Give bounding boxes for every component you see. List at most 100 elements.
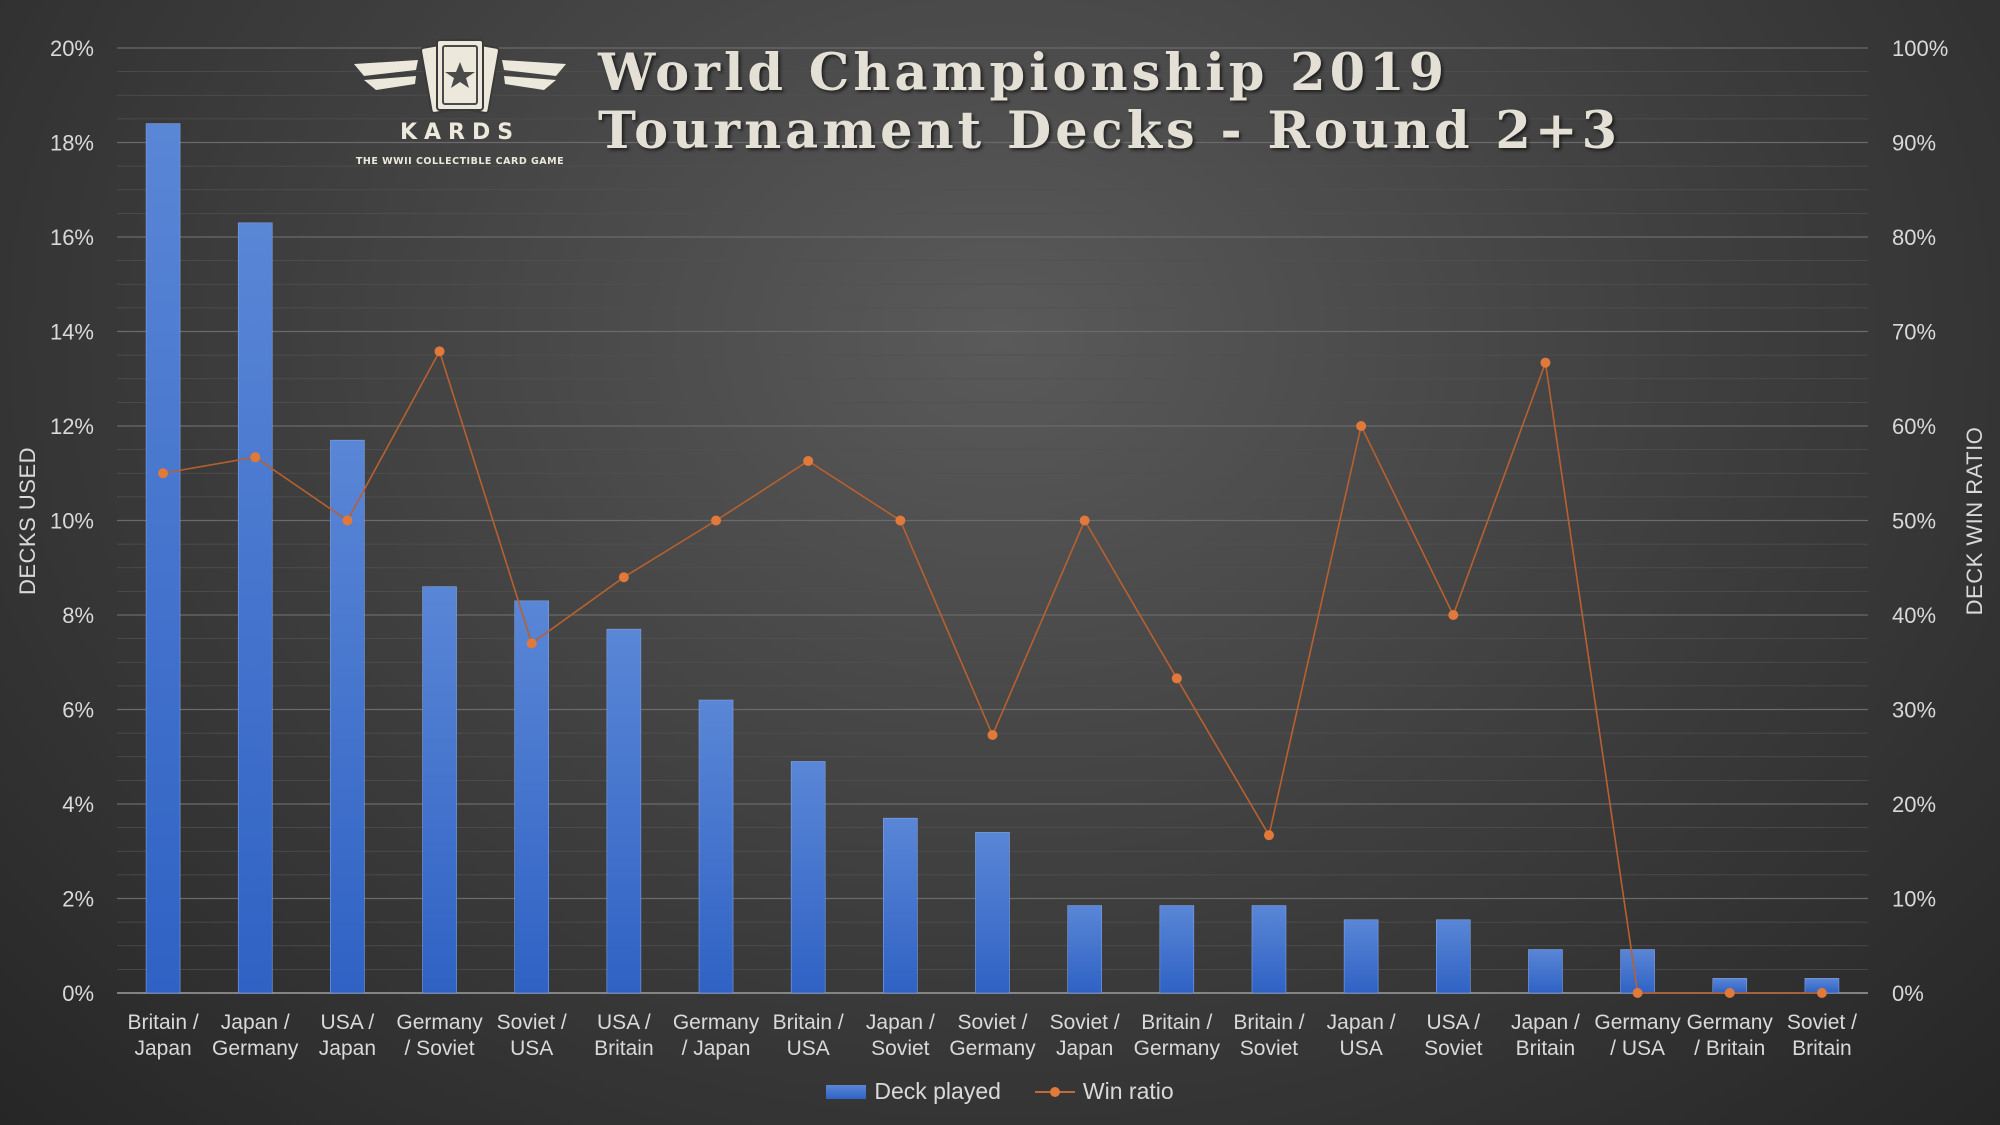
bar-deck-played xyxy=(698,699,734,994)
win-ratio-point xyxy=(987,730,998,741)
bar-deck-played xyxy=(514,600,550,994)
category-label: Soviet / xyxy=(957,1011,1027,1034)
logo-tagline: THE WWII COLLECTIBLE CARD GAME xyxy=(355,156,565,167)
category-label: Soviet / xyxy=(1787,1011,1857,1034)
right-axis-ticks: 0% 10% 20% 30% 40% 50% 60% 70% 80% 90% 100% xyxy=(1892,36,1948,1006)
category-label: Germany xyxy=(673,1011,760,1034)
category-label: USA / xyxy=(321,1011,375,1034)
win-ratio-point xyxy=(1540,357,1551,368)
category-label: Britain / xyxy=(127,1011,198,1034)
category-label: Japan xyxy=(1056,1037,1113,1060)
category-label: Japan / xyxy=(866,1011,935,1034)
category-label: Germany xyxy=(212,1037,299,1060)
category-label: Britain / xyxy=(1141,1011,1212,1034)
left-tick-label: 6% xyxy=(62,698,94,723)
category-label: Soviet / xyxy=(1050,1011,1120,1034)
bar-deck-played xyxy=(883,817,918,994)
category-label: / Britain xyxy=(1694,1037,1765,1060)
legend-item-deck-played: Deck played xyxy=(826,1078,1001,1105)
bar-deck-played xyxy=(1159,905,1195,994)
win-ratio-point xyxy=(895,515,906,526)
win-ratio-point xyxy=(618,572,629,583)
right-tick-label: 70% xyxy=(1892,320,1936,345)
line-series-win-ratio xyxy=(158,346,1827,998)
category-label: Japan / xyxy=(1511,1011,1580,1034)
legend-item-win-ratio: Win ratio xyxy=(1034,1078,1174,1105)
category-label: USA xyxy=(787,1037,830,1060)
category-label: Japan / xyxy=(221,1011,290,1034)
chart-title: World Championship 2019 Tournament Decks… xyxy=(598,44,1621,160)
category-label: Soviet xyxy=(871,1037,930,1060)
category-label: Britain / xyxy=(1233,1011,1304,1034)
right-tick-label: 0% xyxy=(1892,981,1924,1006)
chart-title-line1: World Championship 2019 xyxy=(598,43,1449,103)
bar-deck-played xyxy=(1067,905,1102,994)
left-tick-label: 2% xyxy=(62,887,94,912)
bar-deck-played xyxy=(606,628,642,994)
right-tick-label: 20% xyxy=(1892,792,1936,817)
category-label: Japan xyxy=(319,1037,376,1060)
win-ratio-point xyxy=(1632,988,1643,998)
bar-deck-played xyxy=(237,222,273,994)
win-ratio-point xyxy=(434,346,445,357)
category-label: / USA xyxy=(1610,1037,1665,1060)
category-label: USA xyxy=(1340,1037,1383,1060)
bar-deck-played xyxy=(975,832,1010,994)
left-tick-label: 20% xyxy=(50,36,94,61)
bar-deck-played xyxy=(790,761,826,994)
right-tick-label: 50% xyxy=(1892,509,1936,534)
legend-line-swatch xyxy=(1034,1085,1075,1099)
win-ratio-point xyxy=(250,452,261,463)
legend-bar-swatch xyxy=(826,1084,867,1099)
left-tick-label: 0% xyxy=(62,981,94,1006)
right-tick-label: 10% xyxy=(1892,887,1936,912)
win-ratio-point xyxy=(803,455,814,466)
right-tick-label: 100% xyxy=(1892,36,1948,61)
bar-deck-played xyxy=(330,439,365,994)
logo-wordmark: KARDS xyxy=(399,120,521,145)
kards-logo: KARDS THE WWII COLLECTIBLE CARD GAME xyxy=(350,36,570,172)
win-ratio-point xyxy=(1816,988,1827,998)
win-ratio-point xyxy=(1171,673,1182,684)
legend: Deck played Win ratio xyxy=(0,1078,2000,1105)
left-tick-label: 8% xyxy=(62,603,94,628)
category-label: USA xyxy=(510,1037,553,1060)
win-ratio-point xyxy=(1263,830,1274,841)
left-tick-label: 16% xyxy=(50,225,94,250)
left-tick-label: 10% xyxy=(50,509,94,534)
win-ratio-point xyxy=(1448,610,1459,620)
category-label: Britain xyxy=(1792,1037,1852,1060)
bar-deck-played xyxy=(1435,919,1471,994)
right-tick-label: 60% xyxy=(1892,414,1936,439)
bar-series-deck-played xyxy=(145,123,1840,994)
left-tick-label: 4% xyxy=(62,792,94,817)
left-axis-title: DECKS USED xyxy=(15,447,40,595)
legend-label-win-ratio: Win ratio xyxy=(1082,1078,1174,1104)
bar-deck-played xyxy=(422,586,457,994)
right-tick-label: 80% xyxy=(1892,225,1936,250)
right-axis-title: DECK WIN RATIO xyxy=(1962,427,1987,616)
category-label: Japan / xyxy=(1327,1011,1396,1034)
bar-deck-played xyxy=(145,123,181,994)
win-ratio-point xyxy=(342,515,353,526)
left-tick-label: 14% xyxy=(50,320,94,345)
chart-title-line2: Tournament Decks - Round 2+3 xyxy=(598,101,1622,161)
category-label: USA / xyxy=(1426,1011,1480,1034)
category-axis-labels: Britain / Japan Japan / Germany USA / Japan Ge… xyxy=(127,1011,1857,1060)
bar-deck-played xyxy=(1528,949,1563,994)
bar-deck-played xyxy=(1251,905,1287,994)
bar-deck-played xyxy=(1620,949,1655,994)
win-ratio-point xyxy=(1356,421,1367,431)
left-tick-label: 12% xyxy=(50,414,94,439)
right-tick-label: 30% xyxy=(1892,698,1936,723)
left-tick-label: 18% xyxy=(50,131,94,156)
category-label: Germany xyxy=(1134,1037,1221,1060)
win-ratio-point xyxy=(711,515,722,526)
left-axis-ticks: 0% 2% 4% 6% 8% 10% 12% 14% 16% 18% 20% xyxy=(50,36,94,1006)
category-label: Soviet xyxy=(1424,1037,1483,1060)
bar-deck-played xyxy=(1343,919,1379,994)
category-label: Soviet xyxy=(1240,1037,1299,1060)
category-label: USA / xyxy=(597,1011,651,1034)
win-ratio-point xyxy=(526,638,537,649)
category-label: / Japan xyxy=(682,1037,751,1060)
